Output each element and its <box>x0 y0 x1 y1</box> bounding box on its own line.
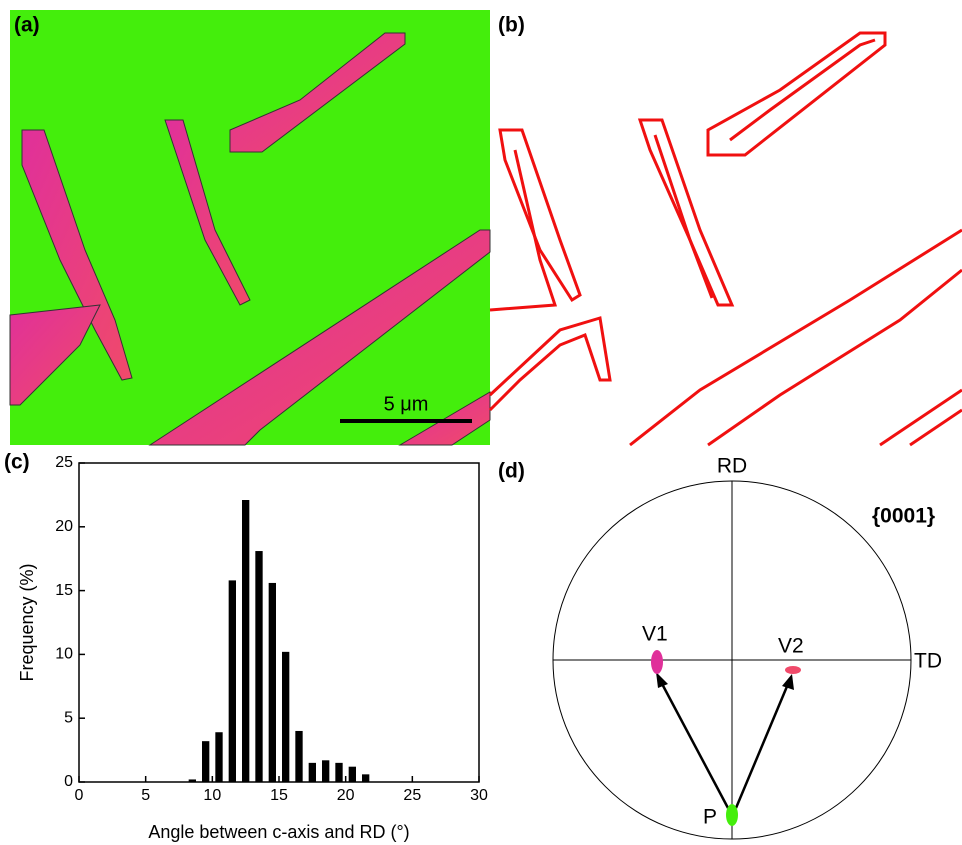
panel-label: (b) <box>498 14 525 37</box>
x-tick-label: 30 <box>470 787 488 804</box>
bar <box>202 741 209 782</box>
bar <box>335 763 342 782</box>
v2-label: V2 <box>778 635 804 658</box>
y-tick-label: 5 <box>64 709 73 726</box>
panel-label: (d) <box>498 460 525 483</box>
bar <box>269 583 276 782</box>
x-tick-label: 20 <box>337 787 355 804</box>
x-tick-label: 0 <box>75 787 84 804</box>
bar <box>349 767 356 782</box>
bar <box>255 551 262 782</box>
scale-bar-label: 5 μm <box>384 393 429 415</box>
y-tick-label: 0 <box>64 773 73 790</box>
plot-frame <box>79 463 479 782</box>
y-tick-label: 10 <box>55 646 73 663</box>
figure: (a) (b) (c) (d) 5 μm RD TD {0001} V1 V2 P 0 5 10 15 20 2… <box>0 0 962 845</box>
v1-label: V1 <box>642 623 668 646</box>
y-tick-label: 15 <box>55 582 73 599</box>
plane-label: {0001} <box>872 505 935 528</box>
bar <box>282 652 289 782</box>
p-label: P <box>703 806 717 829</box>
bar <box>309 763 316 782</box>
bar <box>322 760 329 782</box>
rd-label: RD <box>717 455 747 478</box>
panel-label: (c) <box>4 451 30 474</box>
boundary-map <box>490 33 962 445</box>
bar <box>362 774 369 782</box>
td-label: TD <box>914 650 942 673</box>
x-tick-label: 25 <box>403 787 421 804</box>
panel-label: (a) <box>14 14 40 37</box>
orientation-map <box>10 10 490 445</box>
y-tick-label: 20 <box>55 518 73 535</box>
bar <box>189 779 196 782</box>
bar <box>229 580 236 782</box>
x-axis-title: Angle between c-axis and RD (°) <box>148 822 409 842</box>
pole-figure <box>553 481 911 839</box>
bar <box>295 731 302 782</box>
x-tick-label: 5 <box>141 787 150 804</box>
x-tick-label: 15 <box>270 787 288 804</box>
y-axis-title: Frequency (%) <box>17 563 37 681</box>
y-tick-label: 25 <box>55 454 73 471</box>
bar <box>215 732 222 782</box>
bar <box>242 500 249 782</box>
x-tick-label: 10 <box>203 787 221 804</box>
